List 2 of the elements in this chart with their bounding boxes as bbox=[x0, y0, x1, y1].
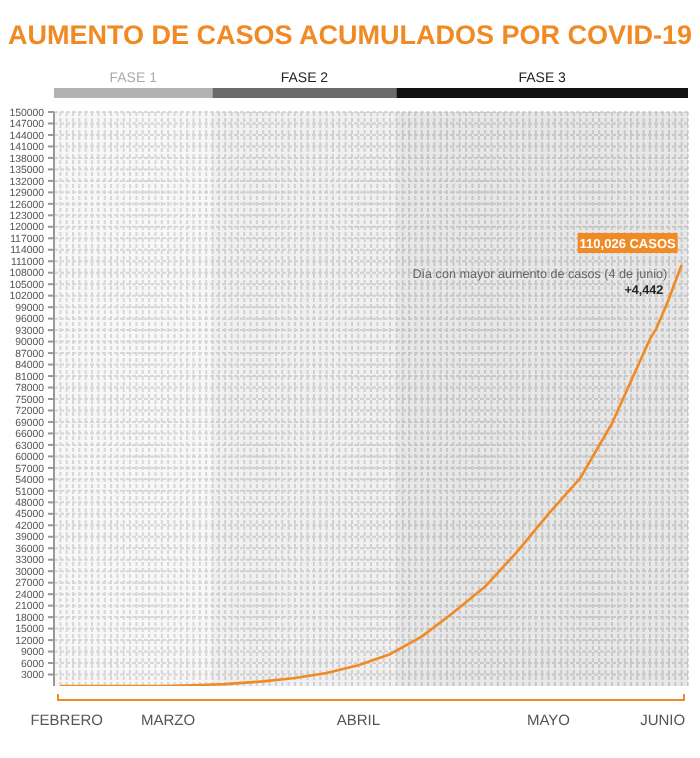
line-series bbox=[59, 263, 683, 686]
chart-title: AUMENTO DE CASOS ACUMULADOS POR COVID-19 bbox=[5, 20, 695, 50]
